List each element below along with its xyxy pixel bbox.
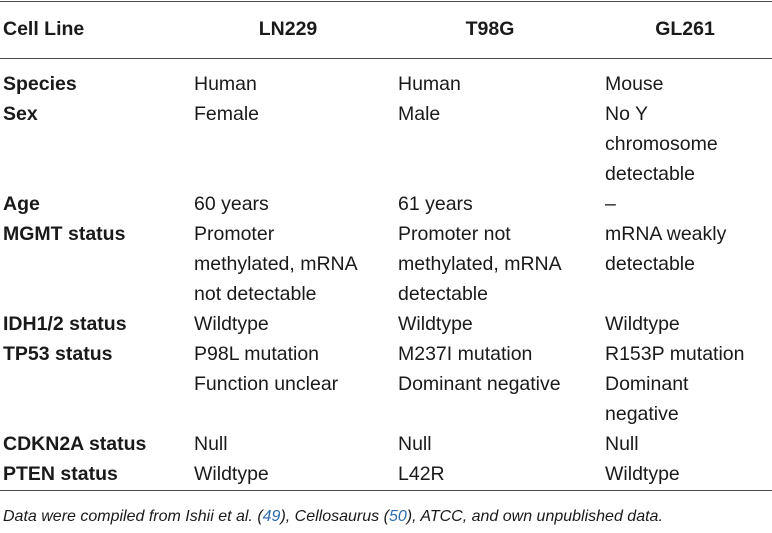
row-label: PTEN status: [3, 463, 118, 485]
row-label: Age: [3, 193, 40, 215]
table-cell: Mouse: [605, 73, 664, 95]
footnote-text: ), Cellosaurus (: [280, 508, 389, 525]
table-footnote: Data were compiled from Ishii et al. (49…: [3, 505, 663, 529]
table-cell: 60 years: [194, 193, 269, 215]
table-cell: R153P mutation Dominant negative: [605, 343, 745, 425]
table-cell: Promoter methylated, mRNA not detectable: [194, 223, 358, 305]
table-cell: Promoter not methylated, mRNA detectable: [398, 223, 562, 305]
footnote-text: ), ATCC, and own unpublished data.: [406, 508, 663, 525]
reference-link-49[interactable]: 49: [262, 508, 281, 525]
header-cell-line: Cell Line: [3, 18, 85, 40]
table-cell: P98L mutation Function unclear: [194, 343, 339, 395]
table-cell: Human: [194, 73, 257, 95]
header-t98g: T98G: [465, 18, 515, 40]
footnote-text: Data were compiled from Ishii et al. (: [3, 508, 263, 525]
header-gl261: GL261: [655, 18, 715, 40]
table-cell: 61 years: [398, 193, 473, 215]
table-cell: Wildtype: [398, 313, 473, 335]
table-cell: No Y chromosome detectable: [605, 103, 718, 185]
table-cell: Wildtype: [605, 313, 680, 335]
row-label: MGMT status: [3, 223, 126, 245]
table-cell: Null: [194, 433, 228, 455]
table-cell: Null: [605, 433, 639, 455]
header-rule: [0, 58, 772, 59]
top-rule: [0, 1, 772, 2]
table-cell: mRNA weakly detectable: [605, 223, 727, 275]
row-label: Sex: [3, 103, 38, 125]
table-cell: Human: [398, 73, 461, 95]
table-cell: M237I mutation Dominant negative: [398, 343, 561, 395]
row-label: CDKN2A status: [3, 433, 147, 455]
table-cell: –: [605, 193, 616, 215]
table-cell: L42R: [398, 463, 445, 485]
table-cell: Female: [194, 103, 260, 125]
row-label: IDH1/2 status: [3, 313, 127, 335]
header-ln229: LN229: [258, 18, 318, 40]
table-cell: Null: [398, 433, 432, 455]
row-label: Species: [3, 73, 77, 95]
bottom-rule: [0, 490, 772, 491]
table-cell: Wildtype: [194, 313, 269, 335]
row-label: TP53 status: [3, 343, 113, 365]
reference-link-50[interactable]: 50: [388, 508, 407, 525]
table-cell: Wildtype: [194, 463, 269, 485]
table-cell: Male: [398, 103, 441, 125]
table-cell: Wildtype: [605, 463, 680, 485]
